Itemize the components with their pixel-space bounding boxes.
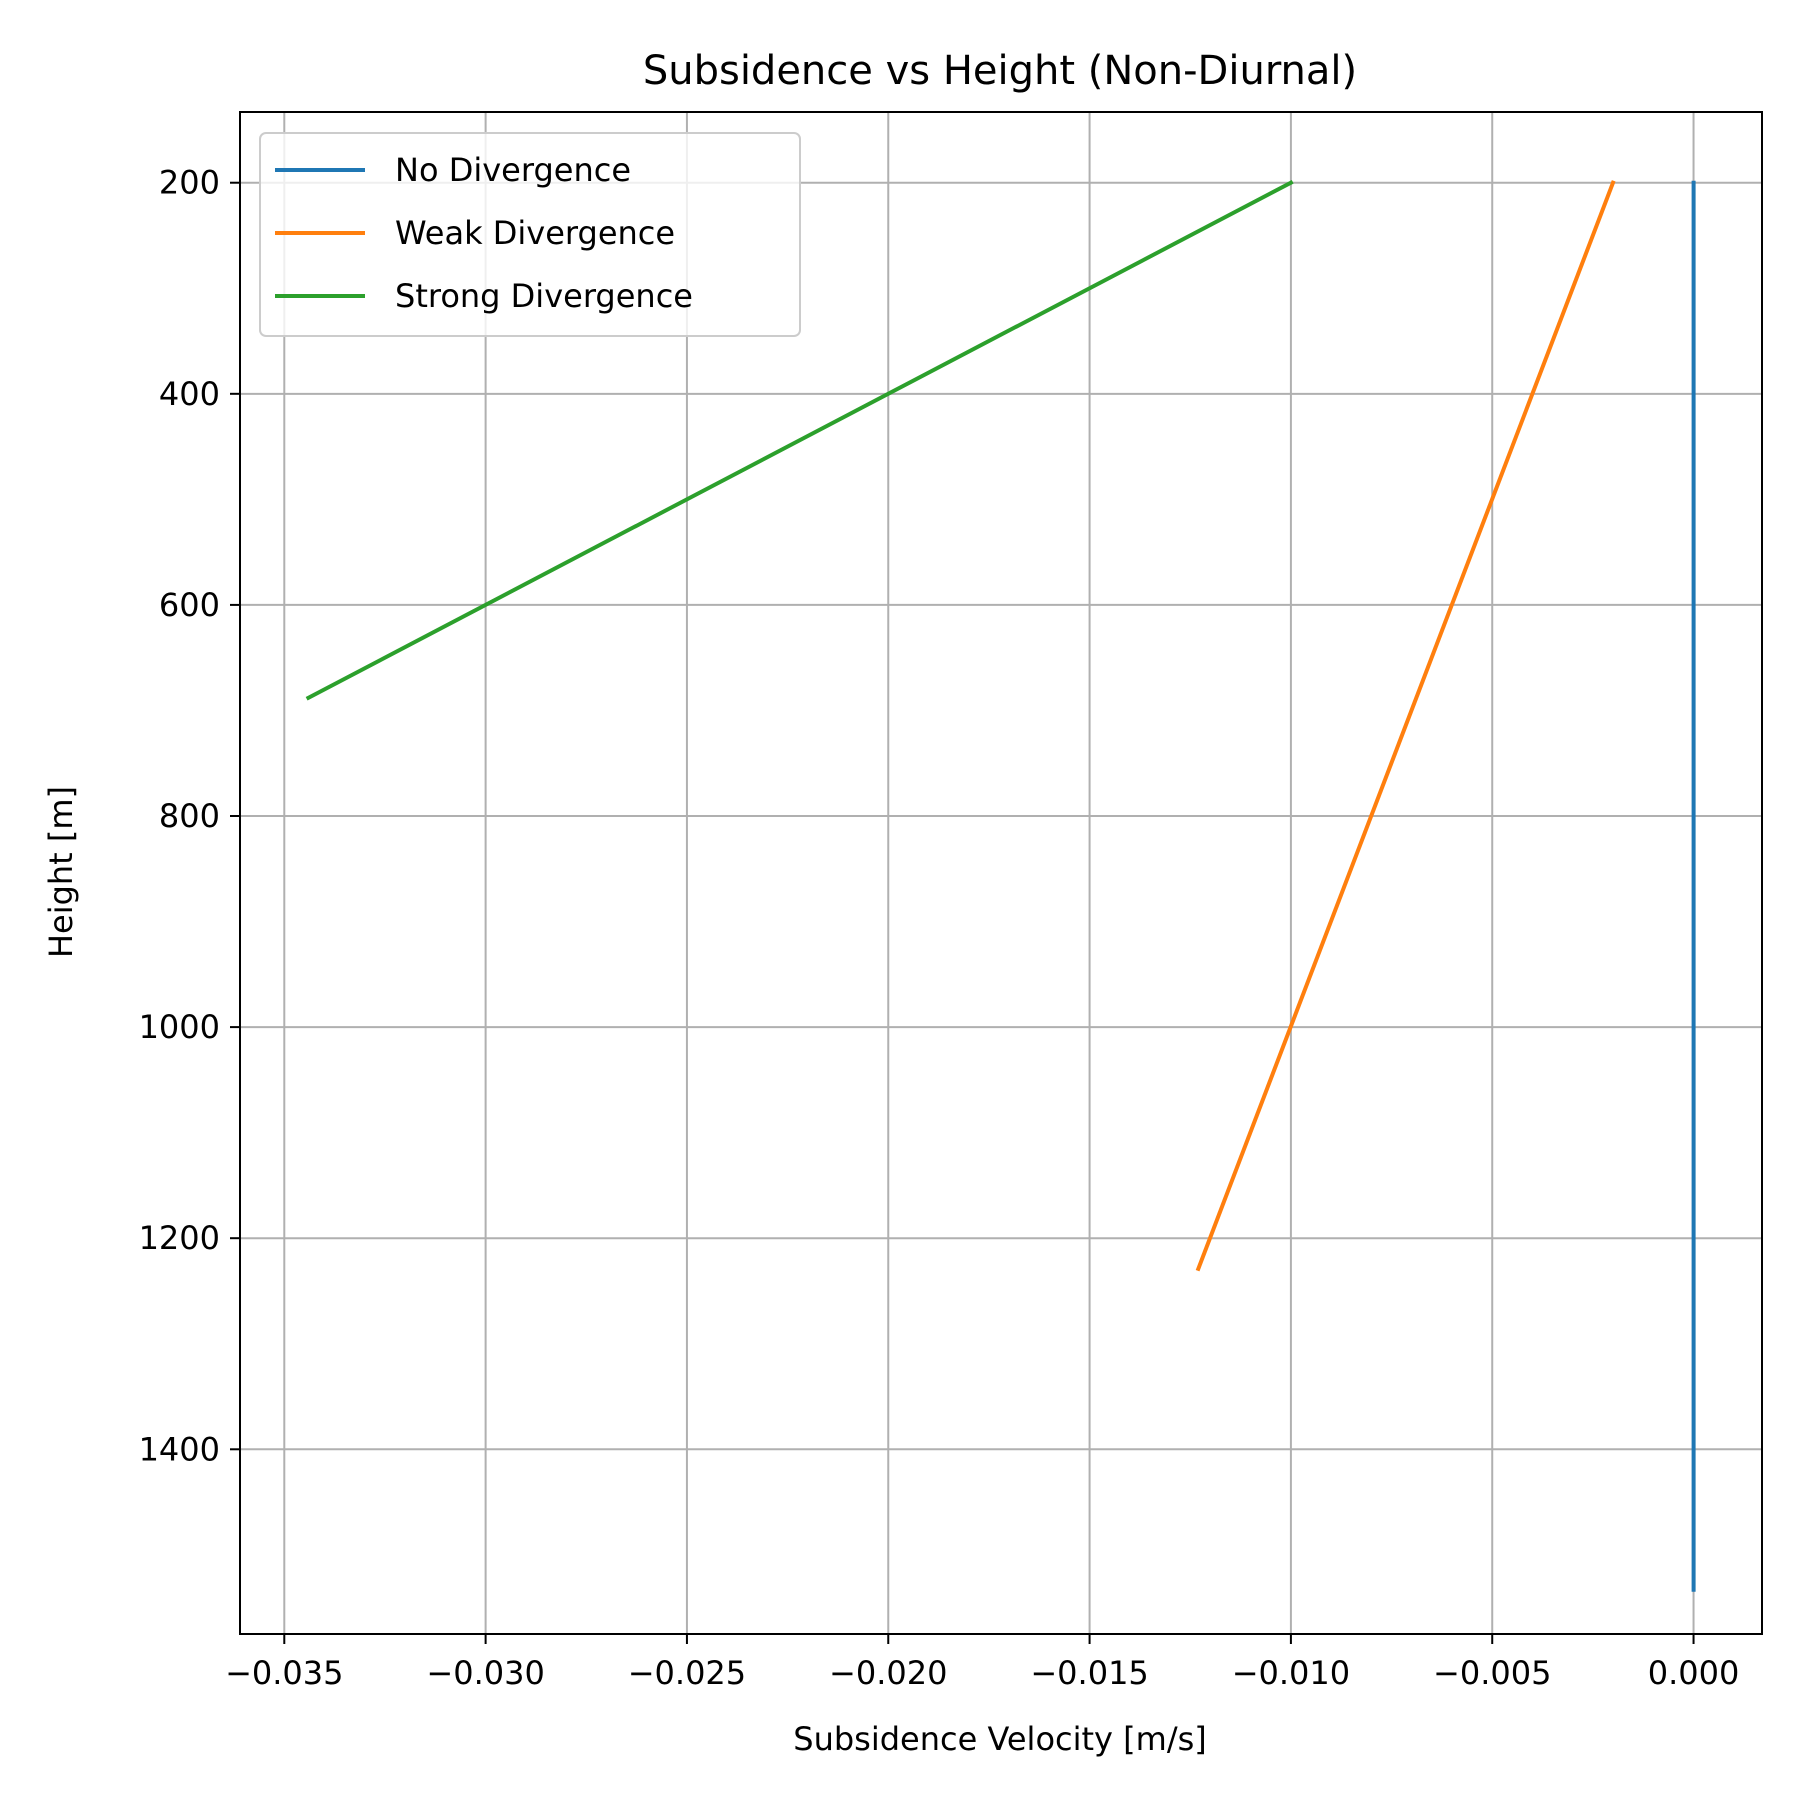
- series-lines: [305, 180, 1696, 1592]
- x-tick-label: −0.010: [1232, 1654, 1350, 1692]
- legend-box: [259, 132, 801, 337]
- legend-label: No Divergence: [395, 151, 631, 189]
- y-tick-label: 1200: [139, 1219, 220, 1257]
- y-axis-label: Height [m]: [42, 786, 80, 958]
- x-tick-label: −0.030: [426, 1654, 544, 1692]
- x-tick-label: 0.000: [1648, 1654, 1740, 1692]
- legend-label: Weak Divergence: [395, 214, 675, 252]
- x-tick-label: −0.025: [628, 1654, 746, 1692]
- plot-frame: [239, 111, 1763, 1635]
- x-tick-label: −0.035: [225, 1654, 343, 1692]
- y-tick-label: 200: [159, 164, 220, 202]
- x-tick-label: −0.015: [1030, 1654, 1148, 1692]
- axis-ticks: −0.035 −0.030 −0.025 −0.020 −0.015 −0.010 −0.0…: [139, 164, 1740, 1692]
- legend: No Divergence Weak Divergence Strong Diver…: [259, 132, 801, 337]
- chart-title: Subsidence vs Height (Non-Diurnal): [643, 48, 1357, 94]
- y-tick-label: 400: [159, 375, 220, 413]
- x-tick-label: −0.005: [1433, 1654, 1551, 1692]
- x-axis-label: Subsidence Velocity [m/s]: [793, 1720, 1207, 1758]
- y-tick-label: 800: [159, 797, 220, 835]
- y-tick-label: 1000: [139, 1008, 220, 1046]
- series-line: [305, 180, 1294, 701]
- series-line: [1195, 180, 1616, 1272]
- y-tick-label: 1400: [139, 1430, 220, 1468]
- x-tick-label: −0.020: [829, 1654, 947, 1692]
- legend-label: Strong Divergence: [395, 277, 693, 315]
- y-tick-label: 600: [159, 586, 220, 624]
